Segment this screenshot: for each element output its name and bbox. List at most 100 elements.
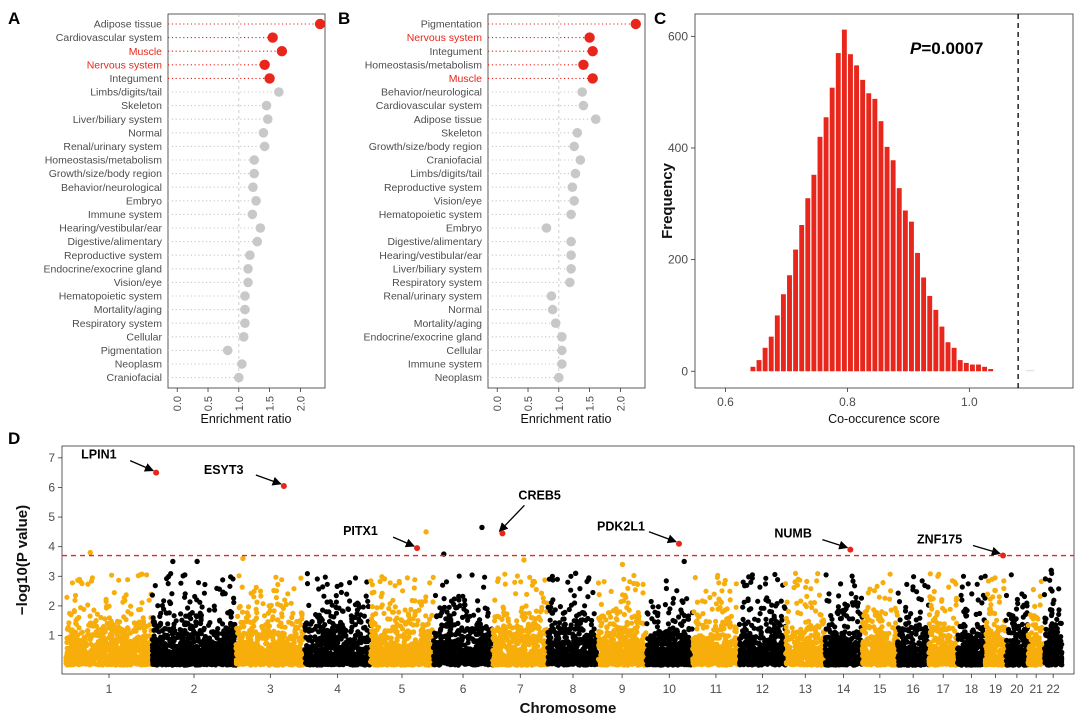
- chromosome-tick-label: 19: [989, 682, 1003, 696]
- chromosome-14-points: [822, 572, 865, 668]
- chromosome-tick-label: 11: [710, 682, 723, 696]
- x-tick-label: 0.5: [203, 396, 215, 411]
- peak-point: [194, 558, 200, 565]
- peak-point: [423, 529, 429, 535]
- histogram-bar: [762, 347, 768, 372]
- chromosome-tick-label: 2: [191, 682, 198, 696]
- enrichment-dot: [314, 18, 326, 30]
- enrichment-dot: [252, 236, 263, 247]
- category-label: Homeostasis/metabolism: [45, 155, 163, 167]
- category-label: Immune system: [88, 209, 162, 221]
- histogram-bar: [756, 360, 762, 372]
- category-label: Respiratory system: [72, 318, 162, 330]
- y-tick-label: 600: [668, 29, 688, 43]
- category-label: Liver/biliary system: [73, 114, 163, 126]
- chromosome-tick-label: 10: [663, 682, 677, 696]
- enrichment-dot: [247, 209, 258, 220]
- panel-d-gene-annotations: LPIN1 ESYT3 PITX1 CREB5 PDK2L1 NUMB ZNF175: [81, 448, 1007, 559]
- enrichment-dot: [249, 155, 259, 165]
- histogram-bar: [908, 221, 914, 372]
- histogram-bar: [817, 136, 823, 372]
- enrichment-dot: [276, 46, 288, 57]
- y-tick-label: 5: [48, 510, 55, 524]
- panel-c-histogram: 0.6 0.8 1.0 0 200 400 600 P=0.0007 Co-occuren…: [659, 13, 1074, 426]
- category-label: Behavior/neurological: [381, 87, 482, 99]
- chromosome-21-points: [1025, 578, 1047, 668]
- panel-b-x-ticks: 0.0 0.5 1.0 1.5 2.0: [492, 388, 627, 411]
- gene-point: [676, 540, 683, 547]
- y-tick-label: 0: [681, 364, 688, 378]
- chromosome-tick-label: 13: [799, 682, 813, 696]
- peak-point: [479, 524, 485, 531]
- histogram-bar: [988, 369, 994, 372]
- enrichment-dot: [240, 291, 250, 301]
- enrichment-dot: [584, 32, 595, 43]
- chromosome-12-points: [736, 571, 789, 668]
- chromosome-tick-label: 22: [1046, 682, 1060, 696]
- enrichment-dot: [245, 250, 255, 260]
- panel-c-bars: [750, 29, 1035, 372]
- category-label: Endocrine/exocrine gland: [44, 263, 163, 275]
- enrichment-dot: [255, 223, 266, 233]
- category-label: Behavior/neurological: [61, 182, 162, 194]
- enrichment-dot: [570, 168, 581, 179]
- chromosome-20-points: [1003, 572, 1031, 668]
- chromosome-4-points: [302, 570, 374, 668]
- enrichment-dot: [259, 59, 270, 70]
- gene-label: CREB5: [518, 488, 560, 502]
- enrichment-dot: [240, 318, 250, 329]
- chromosome-11-points: [690, 572, 742, 668]
- panel-b-x-axis-label: Enrichment ratio: [520, 412, 611, 426]
- chromosome-tick-label: 18: [965, 682, 979, 696]
- y-tick-label: 3: [48, 569, 55, 583]
- enrichment-dot: [557, 332, 567, 342]
- category-label: Liver/biliary system: [393, 263, 483, 275]
- gene-label: LPIN1: [81, 448, 116, 462]
- histogram-bar: [823, 117, 829, 372]
- chromosome-tick-label: 20: [1010, 682, 1024, 696]
- histogram-bar: [848, 54, 853, 372]
- chromosome-tick-label: 6: [460, 682, 467, 696]
- chromosome-tick-label: 12: [756, 682, 770, 696]
- chromosome-10-points: [643, 578, 696, 668]
- category-label: Craniofacial: [427, 155, 482, 167]
- gene-label: ZNF175: [917, 533, 962, 547]
- y-tick-label: 400: [668, 141, 688, 155]
- gene-point: [847, 546, 854, 553]
- peak-point: [1048, 567, 1054, 574]
- x-tick-label: 0.5: [523, 396, 535, 411]
- enrichment-dot: [547, 304, 558, 315]
- y-tick-label: 200: [668, 253, 688, 267]
- peak-point: [240, 555, 246, 562]
- x-tick-label: 0.6: [717, 395, 734, 409]
- panel-label-b: B: [338, 9, 350, 28]
- category-label: Vision/eye: [114, 277, 162, 289]
- x-tick-label: 0.0: [172, 396, 184, 411]
- panel-c-y-axis-label: Frequency: [659, 162, 676, 239]
- category-label: Digestive/alimentary: [67, 236, 162, 248]
- p-value-number: =0.0007: [921, 39, 983, 58]
- histogram-bar: [890, 160, 896, 372]
- category-label: Cardiovascular system: [56, 32, 162, 44]
- enrichment-dot: [248, 182, 258, 192]
- gene-label: ESYT3: [204, 463, 244, 477]
- histogram-bar: [976, 364, 981, 372]
- enrichment-dot: [566, 264, 576, 274]
- histogram-bar: [768, 336, 774, 372]
- chromosome-13-points: [782, 570, 828, 668]
- chromosome-8-points: [545, 573, 601, 668]
- panel-d-x-axis-label: Chromosome: [520, 700, 617, 717]
- chromosome-22-points: [1041, 570, 1065, 668]
- x-tick-label: 0.8: [839, 395, 856, 409]
- enrichment-dot: [590, 114, 601, 124]
- enrichment-dot: [557, 345, 567, 356]
- panel-label-a: A: [8, 9, 20, 28]
- panel-c-x-axis-label: Co-occurence score: [828, 412, 940, 426]
- y-tick-label: 2: [48, 599, 55, 613]
- category-label: Skeleton: [121, 100, 162, 112]
- gene-arrow: [972, 544, 1001, 556]
